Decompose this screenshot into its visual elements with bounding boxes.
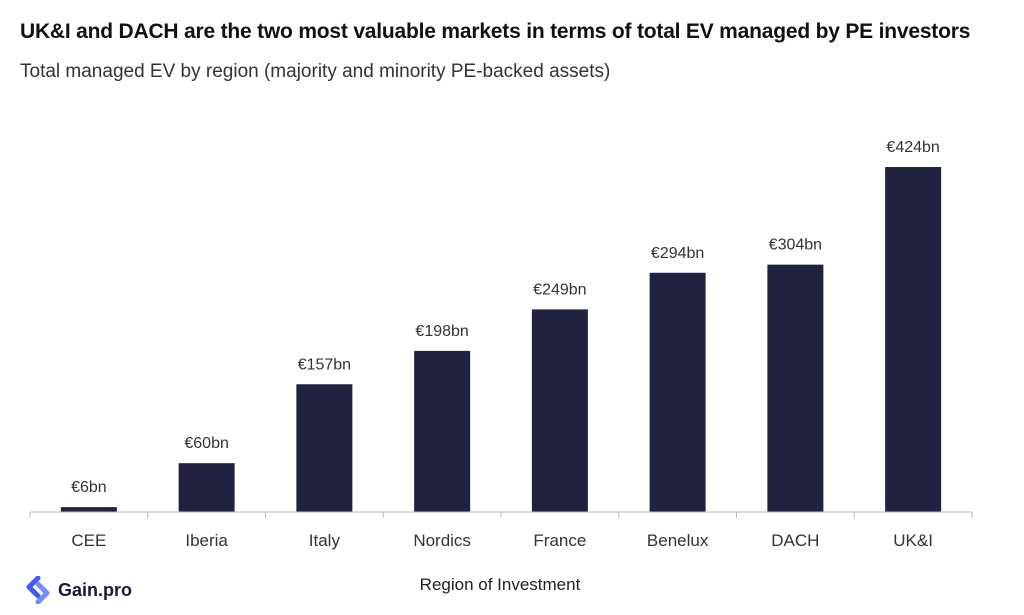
bar-value-label: €198bn	[415, 323, 468, 340]
logo-text: Gain.pro	[58, 579, 133, 600]
x-tick-label: Benelux	[647, 531, 709, 550]
bar-value-label: €424bn	[886, 139, 939, 156]
x-axis-label: Region of Investment	[420, 575, 581, 594]
value-labels-group: €6bn €60bn €157bn €198bn €249bn €294bn €304bn €…	[71, 139, 940, 496]
x-tick-label: DACH	[771, 531, 819, 550]
bar-nordics	[414, 350, 471, 512]
x-tick-label: UK&I	[893, 531, 933, 550]
bar-benelux	[649, 272, 706, 512]
bar-value-label: €6bn	[71, 479, 107, 496]
chart-title: UK&I and DACH are the two most valuable …	[20, 20, 971, 43]
x-tick-labels-group: CEE Iberia Italy Nordics France Benelux DACH UK…	[71, 531, 933, 550]
x-tick-label: CEE	[71, 531, 106, 550]
bar-italy	[296, 384, 353, 512]
bar-cee	[60, 507, 117, 512]
bar-iberia	[178, 463, 235, 512]
gain-pro-logo: Gain.pro	[24, 576, 132, 604]
x-axis-ticks-group	[29, 512, 973, 518]
x-tick-label: Iberia	[185, 531, 228, 550]
chart-subtitle: Total managed EV by region (majority and…	[20, 61, 611, 82]
bar-value-label: €304bn	[769, 237, 822, 254]
bars-group	[60, 167, 942, 512]
bar-value-label: €249bn	[533, 281, 586, 298]
x-tick-label: Nordics	[413, 531, 471, 550]
x-tick-label: France	[533, 531, 586, 550]
gain-pro-logo-icon	[26, 576, 50, 604]
bar-value-label: €157bn	[298, 356, 351, 373]
bar-value-label: €60bn	[184, 435, 229, 452]
x-tick-label: Italy	[309, 531, 341, 550]
bar-uk-i	[885, 167, 942, 512]
bar-value-label: €294bn	[651, 245, 704, 262]
bar-france	[531, 309, 588, 512]
bar-dach	[767, 264, 824, 512]
